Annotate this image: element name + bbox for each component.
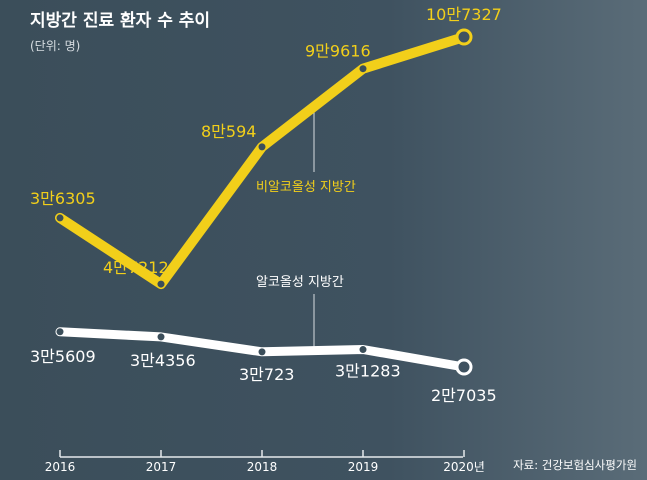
point-alcoholic-4 [455, 358, 473, 376]
x-tick-label-1: 2017 [146, 460, 177, 474]
data-label-nonalcoholic-1: 4만7212 [103, 258, 169, 277]
point-nonalcoholic-3 [359, 65, 367, 73]
data-label-nonalcoholic-2: 8만594 [201, 122, 256, 141]
chart-unit: (단위: 명) [30, 39, 80, 53]
chart-title: 지방간 진료 환자 수 추이 [30, 11, 210, 31]
series-lines [55, 32, 469, 372]
x-axis-ticks: 2016 2017 2018 2019 2020년 [45, 450, 485, 474]
data-label-alcoholic-4: 2만7035 [431, 386, 497, 405]
x-tick-label-2: 2018 [247, 460, 278, 474]
data-label-nonalcoholic-4: 10만7327 [426, 5, 502, 24]
point-alcoholic-1 [157, 333, 165, 341]
point-alcoholic-0 [56, 328, 64, 336]
data-label-alcoholic-3: 3만1283 [335, 362, 401, 381]
point-nonalcoholic-2 [258, 143, 266, 151]
x-tick-label-4: 2020년 [443, 460, 485, 474]
series-points [56, 28, 473, 376]
series-line-nonalcoholic [55, 32, 469, 290]
point-alcoholic-3 [359, 346, 367, 354]
series-name-nonalcoholic: 비알코올성 지방간 [256, 180, 356, 195]
point-nonalcoholic-1 [157, 280, 165, 288]
x-tick-label-3: 2019 [348, 460, 379, 474]
data-labels: 3만5609 3만4356 3만723 3만1283 2만7035 3만6305 4만721… [30, 5, 502, 405]
point-alcoholic-2 [258, 348, 266, 356]
data-label-alcoholic-0: 3만5609 [30, 347, 96, 366]
series-name-alcoholic: 알코올성 지방간 [256, 275, 344, 290]
data-label-alcoholic-1: 3만4356 [130, 351, 196, 370]
data-label-nonalcoholic-0: 3만6305 [30, 189, 96, 208]
source-note: 자료: 건강보험심사평가원 [513, 458, 637, 472]
data-label-nonalcoholic-3: 9만9616 [305, 42, 371, 61]
point-nonalcoholic-4 [455, 28, 473, 46]
data-label-alcoholic-2: 3만723 [239, 365, 294, 384]
x-tick-label-0: 2016 [45, 460, 76, 474]
point-nonalcoholic-0 [56, 214, 64, 222]
